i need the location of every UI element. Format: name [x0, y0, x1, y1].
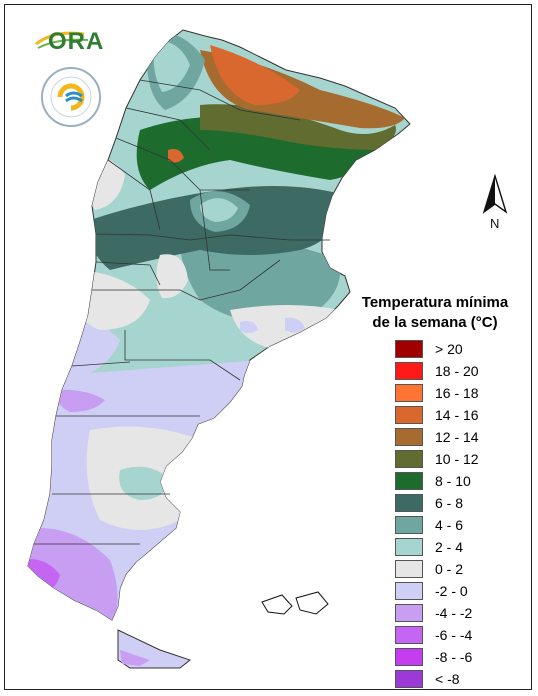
legend-item: < -8 [395, 668, 479, 690]
legend-item: -6 - -4 [395, 624, 479, 646]
zone-2-4-patagonia-coast [119, 466, 170, 500]
legend-label: 4 - 6 [435, 517, 464, 533]
zone-10-12-north [200, 104, 396, 150]
ora-logo-text: ORA [48, 28, 105, 55]
zone-minus2-0-buenos-aires [285, 317, 305, 333]
legend-swatch [395, 604, 423, 622]
temperature-legend: > 20 18 - 20 16 - 18 14 - 16 12 - 14 10 - 12 8… [395, 338, 479, 690]
legend-item: 0 - 2 [395, 558, 479, 580]
legend-swatch [395, 582, 423, 600]
zone-14-16-tucuman [168, 149, 184, 163]
legend-swatch [395, 494, 423, 512]
zone-14-16-north [210, 45, 300, 105]
legend-item: -4 - -2 [395, 602, 479, 624]
legend-swatch [395, 428, 423, 446]
legend-swatch [395, 516, 423, 534]
legend-item: -2 - 0 [395, 580, 479, 602]
legend-swatch [395, 538, 423, 556]
zone-2-4-cordoba [200, 198, 238, 222]
legend-label: -6 - -4 [435, 627, 473, 643]
legend-label: 8 - 10 [435, 473, 471, 489]
legend-item: 4 - 6 [395, 514, 479, 536]
tierra-del-fuego-south-tip [120, 650, 150, 666]
legend-swatch [395, 560, 423, 578]
legend-item: 6 - 8 [395, 492, 479, 514]
zone-minus4-minus2-west [55, 389, 105, 412]
legend-item: 14 - 16 [395, 404, 479, 426]
legend-swatch [395, 384, 423, 402]
legend-swatch [395, 670, 423, 688]
legend-swatch [395, 450, 423, 468]
legend-item: -8 - -6 [395, 646, 479, 668]
legend-swatch [395, 362, 423, 380]
legend-label: 10 - 12 [435, 451, 479, 467]
smn-seal-icon [41, 67, 101, 127]
legend-item: > 20 [395, 338, 479, 360]
legend-label: 2 - 4 [435, 539, 464, 555]
zone-4-6-pampas [180, 237, 341, 323]
legend-label: 16 - 18 [435, 385, 479, 401]
legend-swatch [395, 648, 423, 666]
legend-label: 14 - 16 [435, 407, 479, 423]
legend-item: 18 - 20 [395, 360, 479, 382]
legend-label: 12 - 14 [435, 429, 479, 445]
legend-swatch [395, 472, 423, 490]
legend-label: -2 - 0 [435, 583, 468, 599]
zone-2-4-puna [153, 40, 190, 92]
legend-label: 0 - 2 [435, 561, 464, 577]
north-arrow-label: N [490, 216, 500, 231]
legend-item: 12 - 14 [395, 426, 479, 448]
legend-title: Temperatura mínima de la semana (°C) [345, 293, 525, 333]
zone-0-2-san-luis [156, 254, 188, 299]
legend-swatch [395, 340, 423, 358]
legend-label: < -8 [435, 671, 460, 687]
legend-label: 18 - 20 [435, 363, 479, 379]
ora-logo-swoosh-icon [35, 31, 89, 49]
legend-item: 16 - 18 [395, 382, 479, 404]
legend-label: 6 - 8 [435, 495, 464, 511]
malvinas-islands [261, 591, 329, 615]
legend-label: > 20 [435, 341, 463, 357]
legend-item: 2 - 4 [395, 536, 479, 558]
legend-title-line-2: de la semana (°C) [372, 314, 498, 331]
legend-label: -4 - -2 [435, 605, 473, 621]
province-borders [34, 79, 330, 545]
zone-minus2-0-buenos-aires-2 [240, 321, 258, 333]
legend-label: -8 - -6 [435, 649, 473, 665]
legend-item: 8 - 10 [395, 470, 479, 492]
legend-item: 10 - 12 [395, 448, 479, 470]
legend-swatch [395, 626, 423, 644]
legend-swatch [395, 406, 423, 424]
north-arrow-icon [482, 174, 508, 214]
legend-title-line-1: Temperatura mínima [361, 294, 509, 311]
